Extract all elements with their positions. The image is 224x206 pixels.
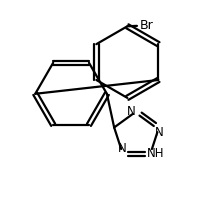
Text: N: N [118, 142, 127, 155]
Text: N: N [155, 126, 163, 139]
Text: NH: NH [147, 147, 164, 160]
Text: Br: Br [140, 19, 153, 32]
Text: N: N [127, 105, 136, 118]
